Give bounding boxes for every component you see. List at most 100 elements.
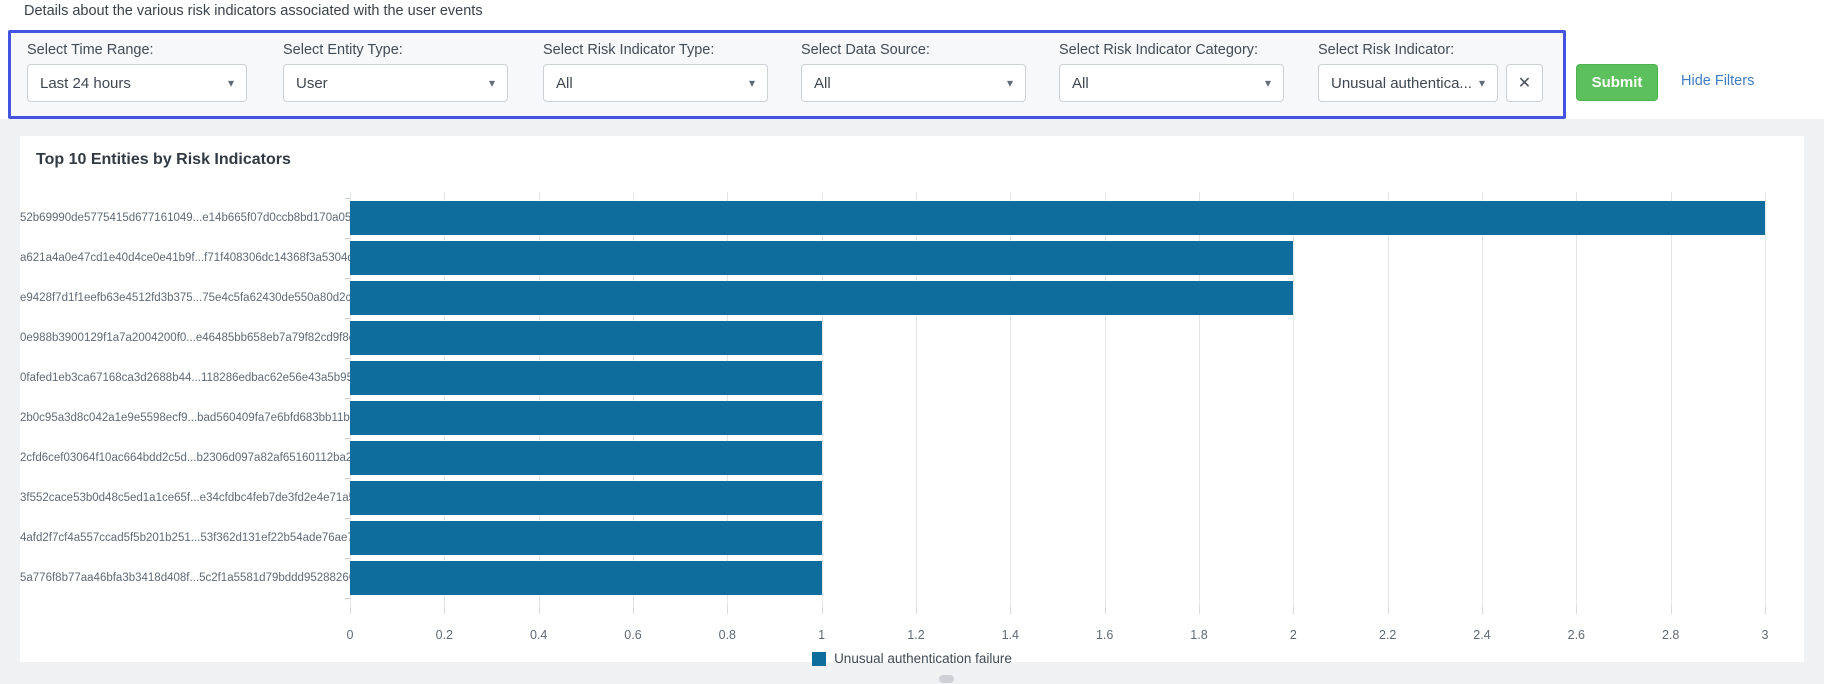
- chart-row: 5a776f8b77aa46bfa3b3418d408f...5c2f1a558…: [20, 558, 1765, 598]
- entity-label: a621a4a0e47cd1e40d4ce0e41b9f...f71f40830…: [20, 238, 350, 278]
- chart-row: 4afd2f7cf4a557ccad5f5b201b251...53f362d1…: [20, 518, 1765, 558]
- legend-label: Unusual authentication failure: [834, 651, 1012, 666]
- risk-indicator-type-value: All: [556, 75, 741, 92]
- x-tick-label: 3: [1762, 628, 1769, 642]
- axis-tick: [727, 606, 728, 614]
- chevron-down-icon: ▾: [1265, 76, 1271, 90]
- x-tick-label: 0: [347, 628, 354, 642]
- axis-tick: [1671, 606, 1672, 614]
- risk-indicator-bar[interactable]: [350, 241, 1293, 275]
- x-tick-label: 1.2: [907, 628, 924, 642]
- chart-row: 0e988b3900129f1a7a2004200f0...e46485bb65…: [20, 318, 1765, 358]
- x-tick-label: 2.4: [1473, 628, 1490, 642]
- chevron-down-icon: ▾: [489, 76, 495, 90]
- risk-indicator-category-dropdown[interactable]: All ▾: [1059, 64, 1284, 102]
- entity-label: 0e988b3900129f1a7a2004200f0...e46485bb65…: [20, 318, 350, 358]
- entity-type-value: User: [296, 75, 481, 92]
- page-description: Details about the various risk indicator…: [24, 3, 483, 19]
- filter-bar: Select Time Range: Last 24 hours ▾ Selec…: [8, 30, 1566, 119]
- entity-label: 52b69990de5775415d677161049...e14b665f07…: [20, 198, 350, 238]
- x-tick-label: 2.2: [1379, 628, 1396, 642]
- chart-x-axis: 00.20.40.60.811.21.41.61.822.22.42.62.83: [350, 628, 1765, 646]
- axis-tick: [916, 606, 917, 614]
- y-axis-tick: [345, 478, 350, 479]
- legend-swatch: [812, 652, 826, 666]
- y-axis-tick: [345, 358, 350, 359]
- chart-title: Top 10 Entities by Risk Indicators: [36, 151, 291, 169]
- chevron-down-icon: ▾: [1007, 76, 1013, 90]
- entity-label: 5a776f8b77aa46bfa3b3418d408f...5c2f1a558…: [20, 558, 350, 598]
- entity-label: 2cfd6cef03064f10ac664bdd2c5d...b2306d097…: [20, 438, 350, 478]
- risk-indicator-bar[interactable]: [350, 281, 1293, 315]
- axis-tick: [633, 606, 634, 614]
- axis-tick: [1293, 606, 1294, 614]
- risk-indicator-bar[interactable]: [350, 201, 1765, 235]
- axis-tick: [444, 606, 445, 614]
- x-tick-label: 2.8: [1662, 628, 1679, 642]
- entity-type-label: Select Entity Type:: [283, 42, 403, 58]
- entity-label: e9428f7d1f1eefb63e4512fd3b375...75e4c5fa…: [20, 278, 350, 318]
- clear-risk-indicator-button[interactable]: ✕: [1506, 64, 1543, 102]
- y-axis-tick: [345, 518, 350, 519]
- risk-indicator-bar[interactable]: [350, 321, 822, 355]
- x-tick-label: 1.4: [1002, 628, 1019, 642]
- time-range-label: Select Time Range:: [27, 42, 154, 58]
- axis-tick: [539, 606, 540, 614]
- x-tick-label: 0.2: [436, 628, 453, 642]
- risk-indicator-bar[interactable]: [350, 361, 822, 395]
- axis-tick: [1482, 606, 1483, 614]
- risk-indicator-label: Select Risk Indicator:: [1318, 42, 1454, 58]
- risk-indicator-bar[interactable]: [350, 481, 822, 515]
- y-axis-tick: [345, 238, 350, 239]
- risk-indicator-type-dropdown[interactable]: All ▾: [543, 64, 768, 102]
- time-range-dropdown[interactable]: Last 24 hours ▾: [27, 64, 247, 102]
- chevron-down-icon: ▾: [1479, 76, 1485, 90]
- x-tick-label: 1: [818, 628, 825, 642]
- chart-row: 52b69990de5775415d677161049...e14b665f07…: [20, 198, 1765, 238]
- risk-indicator-bar[interactable]: [350, 521, 822, 555]
- submit-button[interactable]: Submit: [1576, 64, 1658, 101]
- risk-indicator-dropdown[interactable]: Unusual authentica... ▾: [1318, 64, 1498, 102]
- x-tick-label: 0.6: [624, 628, 641, 642]
- risk-indicator-type-label: Select Risk Indicator Type:: [543, 42, 714, 58]
- risk-indicator-category-value: All: [1072, 75, 1257, 92]
- axis-tick: [1199, 606, 1200, 614]
- hide-filters-link[interactable]: Hide Filters: [1681, 73, 1754, 89]
- x-tick-label: 1.8: [1190, 628, 1207, 642]
- y-axis-tick: [345, 318, 350, 319]
- entity-label: 0fafed1eb3ca67168ca3d2688b44...118286edb…: [20, 358, 350, 398]
- risk-indicator-value: Unusual authentica...: [1331, 75, 1471, 92]
- chevron-down-icon: ▾: [749, 76, 755, 90]
- close-icon: ✕: [1518, 73, 1531, 93]
- time-range-value: Last 24 hours: [40, 75, 220, 92]
- entity-label: 3f552cace53b0d48c5ed1a1ce65f...e34cfdbc4…: [20, 478, 350, 518]
- risk-indicator-bar[interactable]: [350, 561, 822, 595]
- risk-indicator-bar[interactable]: [350, 441, 822, 475]
- risk-indicator-bar[interactable]: [350, 401, 822, 435]
- gridline: [1765, 192, 1766, 606]
- entity-type-dropdown[interactable]: User ▾: [283, 64, 508, 102]
- x-tick-label: 0.8: [719, 628, 736, 642]
- x-tick-label: 2.6: [1568, 628, 1585, 642]
- axis-tick: [1576, 606, 1577, 614]
- y-axis-tick: [345, 198, 350, 199]
- horizontal-scrollbar-thumb[interactable]: [939, 675, 954, 683]
- axis-tick: [1765, 606, 1766, 614]
- chart-rows: 52b69990de5775415d677161049...e14b665f07…: [20, 198, 1765, 598]
- entity-label: 4afd2f7cf4a557ccad5f5b201b251...53f362d1…: [20, 518, 350, 558]
- data-source-value: All: [814, 75, 999, 92]
- entity-label: 2b0c95a3d8c042a1e9e5598ecf9...bad560409f…: [20, 398, 350, 438]
- chart-row: 2b0c95a3d8c042a1e9e5598ecf9...bad560409f…: [20, 398, 1765, 438]
- data-source-label: Select Data Source:: [801, 42, 930, 58]
- top-entities-chart-panel: Top 10 Entities by Risk Indicators 52b69…: [20, 136, 1804, 662]
- chart-row: 0fafed1eb3ca67168ca3d2688b44...118286edb…: [20, 358, 1765, 398]
- data-source-dropdown[interactable]: All ▾: [801, 64, 1026, 102]
- axis-tick: [1010, 606, 1011, 614]
- y-axis-tick: [345, 278, 350, 279]
- y-axis-tick: [345, 598, 350, 599]
- y-axis-tick: [345, 438, 350, 439]
- chart-row: 2cfd6cef03064f10ac664bdd2c5d...b2306d097…: [20, 438, 1765, 478]
- x-tick-label: 1.6: [1096, 628, 1113, 642]
- x-tick-label: 2: [1290, 628, 1297, 642]
- chart-legend: Unusual authentication failure: [20, 651, 1804, 666]
